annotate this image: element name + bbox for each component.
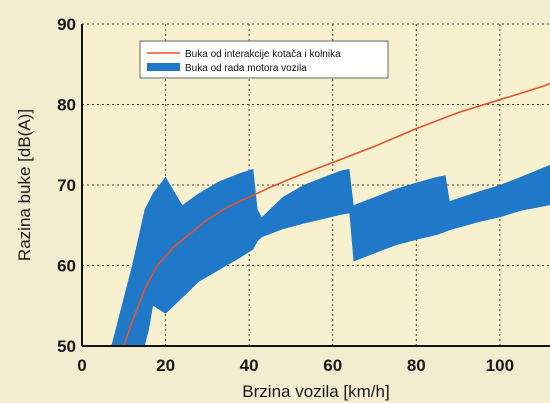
y-tick-label: 90 xyxy=(57,15,76,34)
x-tick-label: 40 xyxy=(240,356,259,375)
legend-band-swatch xyxy=(147,63,180,71)
y-tick-label: 80 xyxy=(57,96,76,115)
x-tick-label: 80 xyxy=(407,356,426,375)
x-tick-label: 60 xyxy=(323,356,342,375)
legend-label-tyre: Buka od interakcije kotača i kolnika xyxy=(185,49,341,60)
x-axis-title: Brzina vozila [km/h] xyxy=(242,382,389,401)
legend-label-engine: Buka od rada motora vozila xyxy=(185,63,307,74)
y-tick-label: 60 xyxy=(57,257,76,276)
tyre-noise-line xyxy=(123,82,550,346)
y-axis-title: Razina buke [dB(A)] xyxy=(15,109,34,261)
x-tick-label: 100 xyxy=(486,356,514,375)
legend-box xyxy=(139,40,389,79)
tick-labels: 0 20 40 60 80 100 50 60 70 80 90 xyxy=(57,15,514,375)
x-tick-label: 20 xyxy=(156,356,175,375)
x-tick-label: 0 xyxy=(77,356,86,375)
y-tick-label: 50 xyxy=(57,337,76,356)
y-tick-label: 70 xyxy=(57,176,76,195)
axes xyxy=(81,24,550,347)
engine-noise-band xyxy=(111,164,550,346)
legend: Buka od interakcije kotača i kolnika Buk… xyxy=(139,40,389,79)
chart-marks xyxy=(111,82,550,346)
